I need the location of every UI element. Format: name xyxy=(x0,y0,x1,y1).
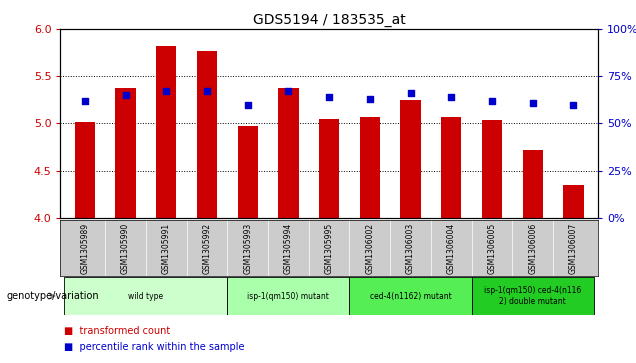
Text: GSM1305995: GSM1305995 xyxy=(324,223,334,274)
Bar xyxy=(523,150,543,218)
Text: GSM1306003: GSM1306003 xyxy=(406,223,415,274)
Bar xyxy=(156,46,176,218)
Text: GSM1306007: GSM1306007 xyxy=(569,223,578,274)
Text: GSM1305993: GSM1305993 xyxy=(243,223,252,274)
Bar xyxy=(237,126,258,218)
Bar xyxy=(74,122,95,218)
Point xyxy=(80,98,90,104)
Point xyxy=(365,96,375,102)
Point xyxy=(487,98,497,104)
Bar xyxy=(482,120,502,218)
Point xyxy=(161,89,171,94)
Text: ■  percentile rank within the sample: ■ percentile rank within the sample xyxy=(64,342,244,352)
Text: isp-1(qm150) ced-4(n116
2) double mutant: isp-1(qm150) ced-4(n116 2) double mutant xyxy=(484,286,581,306)
Text: genotype/variation: genotype/variation xyxy=(6,291,99,301)
Bar xyxy=(115,87,135,218)
Bar xyxy=(472,277,594,315)
Text: GSM1306002: GSM1306002 xyxy=(365,223,375,274)
Bar xyxy=(278,87,298,218)
Text: GSM1306004: GSM1306004 xyxy=(446,223,456,274)
Bar xyxy=(227,277,350,315)
Bar xyxy=(441,117,462,218)
Text: GSM1306006: GSM1306006 xyxy=(529,223,537,274)
Point xyxy=(446,94,457,100)
Text: GSM1306005: GSM1306005 xyxy=(487,223,497,274)
Bar xyxy=(319,119,340,218)
Bar xyxy=(360,117,380,218)
Text: isp-1(qm150) mutant: isp-1(qm150) mutant xyxy=(247,291,329,301)
Bar xyxy=(401,100,421,218)
Point xyxy=(283,89,293,94)
Bar xyxy=(350,277,472,315)
Point xyxy=(324,94,335,100)
Text: ■  transformed count: ■ transformed count xyxy=(64,326,170,336)
Point xyxy=(569,102,579,107)
Point xyxy=(406,90,416,96)
Text: GSM1305992: GSM1305992 xyxy=(202,223,212,274)
Text: GSM1305994: GSM1305994 xyxy=(284,223,293,274)
Text: GSM1305989: GSM1305989 xyxy=(80,223,89,274)
Text: ced-4(n1162) mutant: ced-4(n1162) mutant xyxy=(370,291,452,301)
Title: GDS5194 / 183535_at: GDS5194 / 183535_at xyxy=(252,13,406,26)
Point xyxy=(242,102,252,107)
Point xyxy=(120,92,130,98)
Bar xyxy=(563,185,584,218)
Text: GSM1305991: GSM1305991 xyxy=(162,223,171,274)
Text: wild type: wild type xyxy=(128,291,163,301)
Bar xyxy=(64,277,227,315)
Point xyxy=(202,89,212,94)
Bar xyxy=(197,51,217,218)
Point xyxy=(528,100,538,106)
Text: GSM1305990: GSM1305990 xyxy=(121,223,130,274)
